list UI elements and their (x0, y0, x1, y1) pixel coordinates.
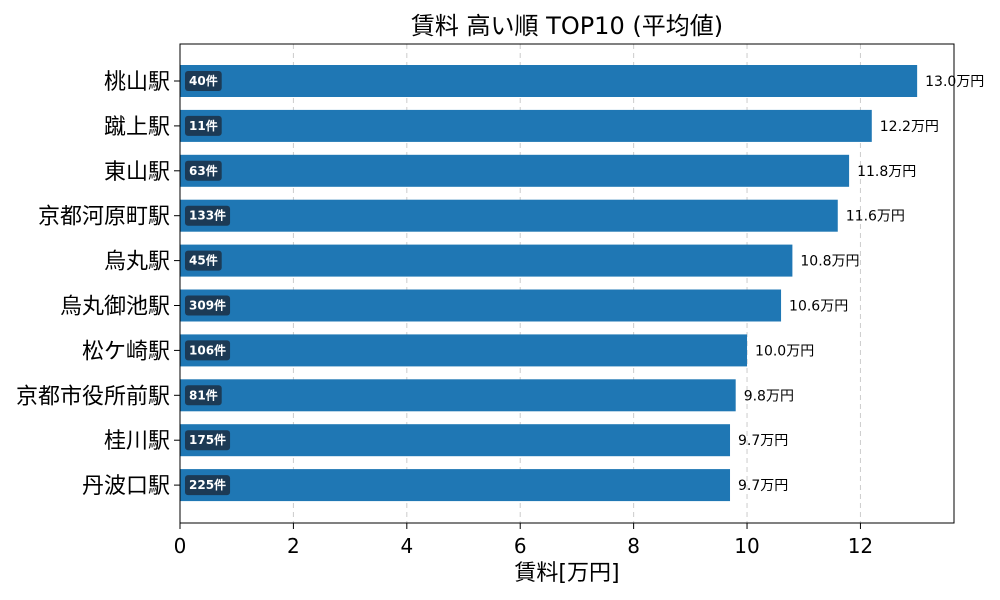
bar (180, 109, 872, 142)
category-label: 烏丸駅 (104, 250, 170, 275)
count-badge-background (185, 295, 231, 316)
value-label: 11.8万円 (857, 164, 916, 180)
count-badge-background (185, 71, 222, 91)
count-badge: 175件 (185, 430, 231, 451)
category-label: 桂川駅 (104, 429, 170, 454)
bars: 13.0万円 40件 12.2万円 11件 11.8万円 63件 11.6万円 133件 10.… (180, 65, 984, 502)
x-tick-label: 0 (174, 534, 187, 558)
x-tick-label: 4 (400, 534, 413, 558)
bar (180, 379, 736, 412)
y-axis: 桃山駅蹴上駅東山駅京都河原町駅烏丸駅烏丸御池駅松ケ崎駅京都市役所前駅桂川駅丹波口… (16, 70, 180, 499)
count-label: 133件 (189, 208, 226, 223)
x-tick-label: 8 (627, 534, 640, 558)
count-badge: 63件 (185, 160, 222, 181)
count-badge: 45件 (185, 250, 222, 271)
count-label: 309件 (189, 298, 226, 313)
value-label: 10.8万円 (800, 254, 859, 270)
category-label: 東山駅 (104, 160, 170, 185)
count-badge: 309件 (185, 295, 231, 316)
count-badge-background (185, 340, 231, 361)
category-label: 蹴上駅 (104, 115, 170, 140)
bar (180, 154, 850, 187)
count-label: 175件 (189, 432, 226, 447)
count-badge-background (185, 115, 222, 136)
value-label: 13.0万円 (925, 74, 984, 90)
value-label: 9.7万円 (738, 433, 788, 449)
count-badge: 133件 (185, 205, 231, 226)
bar (180, 424, 731, 457)
bar (180, 244, 793, 277)
bar (180, 469, 731, 502)
count-label: 225件 (189, 477, 226, 492)
count-label: 106件 (189, 342, 226, 357)
count-badge-background (185, 475, 231, 496)
value-label: 11.6万円 (846, 209, 905, 225)
x-tick-label: 12 (848, 534, 873, 558)
value-label: 10.0万円 (755, 343, 814, 359)
plot-frame (179, 43, 955, 524)
chart-title: 賃料 高い順 TOP10 (平均値) (411, 12, 723, 40)
count-badge-background (185, 430, 231, 451)
value-label: 9.8万円 (744, 388, 794, 404)
x-tick-label: 2 (287, 534, 300, 558)
bar (180, 334, 748, 367)
count-label: 40件 (189, 73, 218, 88)
count-badge: 106件 (185, 340, 231, 361)
count-label: 63件 (189, 163, 218, 178)
value-label: 10.6万円 (789, 299, 848, 315)
count-badge-background (185, 205, 231, 226)
category-label: 松ケ崎駅 (82, 339, 170, 364)
category-label: 京都市役所前駅 (16, 384, 170, 409)
x-tick-label: 6 (514, 534, 527, 558)
count-label: 81件 (189, 387, 218, 402)
count-badge: 11件 (185, 115, 222, 136)
bar (180, 289, 782, 322)
category-label: 烏丸御池駅 (60, 295, 170, 320)
category-label: 京都河原町駅 (38, 205, 170, 230)
x-tick-label: 10 (734, 534, 759, 558)
x-axis-label: 賃料[万円] (514, 561, 619, 586)
value-label: 9.7万円 (738, 478, 788, 494)
category-label: 桃山駅 (104, 70, 170, 95)
x-axis: 0 2 4 6 8 10 12 (174, 523, 873, 558)
count-badge-background (185, 160, 222, 181)
category-label: 丹波口駅 (82, 474, 170, 499)
bar (180, 199, 838, 232)
count-badge: 81件 (185, 385, 222, 406)
count-label: 11件 (189, 118, 218, 133)
count-badge: 225件 (185, 475, 231, 496)
count-label: 45件 (189, 253, 218, 268)
count-badge-background (185, 250, 222, 271)
bar (180, 65, 918, 97)
count-badge: 40件 (185, 71, 222, 91)
count-badge-background (185, 385, 222, 406)
value-label: 12.2万円 (880, 119, 939, 135)
